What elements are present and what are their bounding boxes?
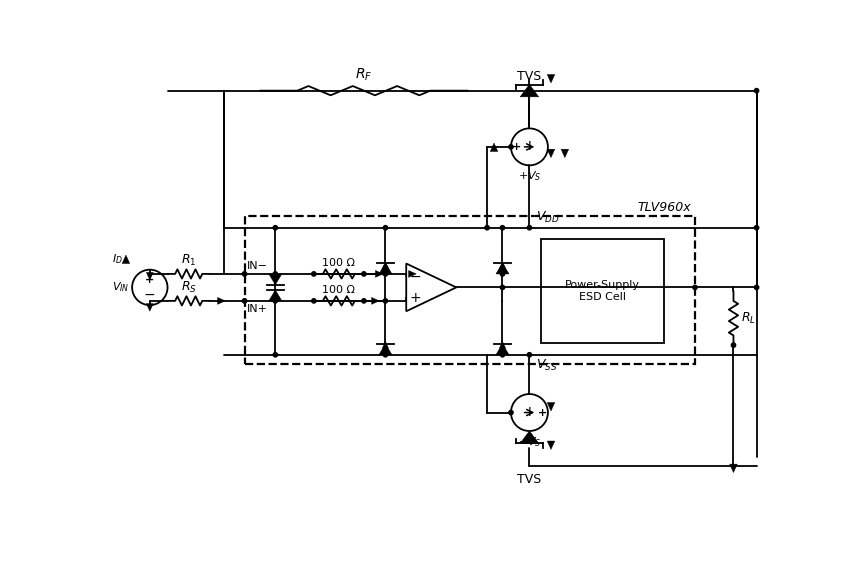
Text: $R_1$: $R_1$ <box>181 253 196 268</box>
Circle shape <box>500 285 505 289</box>
Circle shape <box>273 272 277 276</box>
Text: ESD Cell: ESD Cell <box>579 292 626 302</box>
Polygon shape <box>382 262 388 269</box>
Circle shape <box>273 226 277 230</box>
Polygon shape <box>379 263 392 274</box>
Circle shape <box>500 352 505 357</box>
Circle shape <box>312 299 316 303</box>
Text: $-V_S$: $-V_S$ <box>517 435 542 449</box>
Circle shape <box>273 299 277 303</box>
Text: $I_D$: $I_D$ <box>112 252 123 266</box>
Text: +: + <box>410 292 421 305</box>
Text: $R_S$: $R_S$ <box>181 280 196 294</box>
Polygon shape <box>520 84 539 97</box>
Text: IN−: IN− <box>247 261 268 271</box>
Circle shape <box>509 145 513 149</box>
Circle shape <box>731 343 735 347</box>
Text: TVS: TVS <box>517 70 542 83</box>
Polygon shape <box>146 303 153 311</box>
Polygon shape <box>218 297 226 305</box>
Bar <box>541 239 664 343</box>
Circle shape <box>383 272 387 276</box>
Text: $V_{SS}$: $V_{SS}$ <box>536 358 557 373</box>
Text: $R_L$: $R_L$ <box>741 311 756 326</box>
Polygon shape <box>269 274 282 285</box>
Polygon shape <box>548 74 554 83</box>
Polygon shape <box>496 344 509 355</box>
Text: $+V_S$: $+V_S$ <box>517 169 542 183</box>
Circle shape <box>754 88 759 93</box>
Circle shape <box>243 299 247 303</box>
Text: TLV960x: TLV960x <box>637 201 691 214</box>
Text: +: + <box>146 275 154 285</box>
Bar <box>245 216 695 364</box>
Polygon shape <box>372 297 380 305</box>
Polygon shape <box>499 262 505 269</box>
Text: Power-Supply: Power-Supply <box>565 280 640 290</box>
Text: TVS: TVS <box>517 472 542 485</box>
Circle shape <box>362 272 366 276</box>
Circle shape <box>485 226 489 230</box>
Text: −: − <box>144 288 156 301</box>
Text: $V_{DD}$: $V_{DD}$ <box>536 209 559 225</box>
Circle shape <box>362 299 366 303</box>
Text: I: I <box>528 140 531 153</box>
Circle shape <box>383 226 387 230</box>
Circle shape <box>383 299 387 303</box>
Text: −: − <box>410 270 421 283</box>
Text: +: + <box>511 142 521 152</box>
Text: +: + <box>538 408 548 418</box>
Polygon shape <box>122 255 130 263</box>
Polygon shape <box>379 344 392 355</box>
Circle shape <box>243 272 247 276</box>
Circle shape <box>754 285 759 289</box>
Polygon shape <box>382 341 388 348</box>
Text: 100 Ω: 100 Ω <box>322 285 356 294</box>
Circle shape <box>383 352 387 357</box>
Text: $V_{IN}$: $V_{IN}$ <box>112 280 129 294</box>
Circle shape <box>312 272 316 276</box>
Circle shape <box>527 226 531 230</box>
Text: I: I <box>528 406 531 419</box>
Polygon shape <box>408 270 416 278</box>
Polygon shape <box>548 149 554 158</box>
Circle shape <box>500 272 505 276</box>
Polygon shape <box>548 441 554 449</box>
Polygon shape <box>490 143 498 151</box>
Polygon shape <box>499 341 505 348</box>
Polygon shape <box>548 403 554 411</box>
Text: 100 Ω: 100 Ω <box>322 258 356 268</box>
Text: IN+: IN+ <box>247 304 268 314</box>
Polygon shape <box>729 464 737 472</box>
Polygon shape <box>496 263 509 274</box>
Circle shape <box>693 285 697 289</box>
Polygon shape <box>146 272 153 280</box>
Polygon shape <box>561 149 568 158</box>
Circle shape <box>500 226 505 230</box>
Polygon shape <box>375 270 383 278</box>
Polygon shape <box>269 290 282 301</box>
Circle shape <box>273 352 277 357</box>
Circle shape <box>527 352 531 357</box>
Circle shape <box>754 226 759 230</box>
Circle shape <box>509 410 513 415</box>
Text: $R_F$: $R_F$ <box>356 66 373 83</box>
Polygon shape <box>520 431 539 443</box>
